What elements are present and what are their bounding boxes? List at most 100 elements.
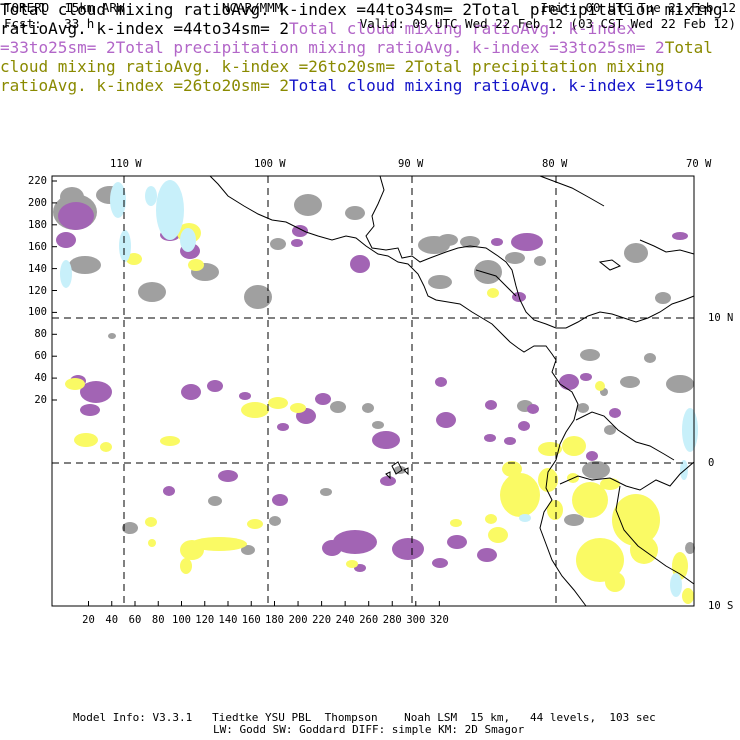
yellow-cloud-area [538,468,558,492]
coastline-hispaniola [639,239,695,255]
gray-cloud-area [345,206,365,220]
gray-cloud-area [270,238,286,250]
valid-time: Valid: 09 UTC Wed 22 Feb 12 (03 CST Wed … [359,16,736,31]
purple-cloud-area [477,548,497,562]
legend-to: to [202,19,222,38]
top-lon-label: 70 W [686,158,712,170]
coastline-jamaica [598,259,622,271]
purple-cloud-area [56,232,76,248]
legend-stat: Avg. k-index = [423,38,559,57]
purple-cloud-area [609,408,621,418]
coastline-mexico [209,175,557,361]
purple-cloud-area [58,202,94,230]
purple-cloud-area [672,232,688,240]
x-tick-label: 220 [312,614,332,626]
purple-cloud-area [291,239,303,247]
yellow-cloud-area [595,381,605,391]
purple-cloud-area [181,384,201,400]
border-south-america-3 [615,485,695,585]
legend-hi: 25 [48,38,68,57]
legend-sm: sm= 2 [366,57,415,76]
purple-cloud-area [218,470,238,482]
physics-info: LW: Godd SW: Goddard DIFF: simple KM: 2D… [213,723,525,736]
legend-hi: 25 [597,38,617,57]
legend-sm: sm= 2 [240,76,289,95]
purple-cloud-area [350,255,370,273]
gray-cloud-area [624,243,648,263]
x-tick-label: 140 [218,614,238,626]
gray-cloud-area [534,256,546,266]
yellow-cloud-area [268,397,288,409]
yellow-cloud-area [126,253,142,265]
purple-cloud-area [392,538,424,560]
organization: NCAR/MMM [222,0,283,15]
coastline-yucatan [365,175,557,329]
legend-sm: sm= 2 [423,0,473,19]
gray-cloud-area [330,401,346,413]
purple-cloud-area [435,377,447,387]
legend-stat: Avg. k-index = [0,19,636,57]
gray-cloud-area [655,292,671,304]
gray-cloud-area [241,545,255,555]
gray-cloud-area [564,514,584,526]
gray-cloud-area [604,425,616,435]
purple-cloud-area [333,530,377,554]
gray-cloud-area [108,333,116,339]
gray-cloud-area [394,466,406,474]
legend-to: to [385,0,405,19]
x-tick-label: 120 [195,614,215,626]
coastline-colombia-ecuador-peru [539,359,587,607]
legend-hi: 20 [346,57,367,76]
gray-cloud-area [666,375,694,393]
legend-stat: Avg. k-index = [173,57,309,76]
yellow-cloud-area [485,514,497,524]
yellow-cloud-area [191,537,247,551]
legend-sm: sm= 2 [616,38,665,57]
yellow-cloud-area [612,494,660,546]
yellow-cloud-area [65,378,85,390]
cyan-cloud-area [145,186,157,206]
top-lon-label: 100 W [254,158,286,170]
gray-cloud-area [60,187,84,207]
gray-cloud-area [244,285,272,309]
legend-hi: 34 [221,19,241,38]
cyan-cloud-area [119,230,131,262]
legend-hi: 34 [404,0,424,19]
x-tick-label: 80 [151,614,165,626]
coastline-cuba [539,175,605,207]
gray-cloud-area [644,353,656,363]
purple-cloud-area [491,238,503,246]
gray-cloud-area [138,282,166,302]
forecast-hour: Fcst: 33 h [4,16,95,31]
top-lon-label: 90 W [398,158,424,170]
init-time: Init: 00 UTC Tue 21 Feb 12 [540,0,736,15]
purple-cloud-area [322,540,342,556]
yellow-cloud-area [188,259,204,271]
gray-cloud-area [428,275,452,289]
yellow-cloud-area [502,461,522,477]
x-tick-label: 320 [429,614,449,626]
yellow-cloud-area [682,588,694,604]
purple-cloud-area [277,423,289,431]
x-tick-label: 100 [172,614,191,626]
purple-cloud-area [315,393,331,405]
gray-cloud-area [269,516,281,526]
gray-cloud-area [577,403,589,413]
axis-ticks [52,180,440,606]
y-tick-label: 60 [34,350,47,363]
yellow-cloud-area [241,402,269,418]
legend-sm: sm= 2 [240,19,289,38]
purple-cloud-area [432,558,448,568]
x-tick-label: 60 [128,614,142,626]
yellow-cloud-area [74,433,98,447]
cyan-cloud-area [60,260,72,288]
legend-to: to [327,57,347,76]
legend-field: Total cloud mixing ratio [289,76,521,95]
gray-cloud-area [620,376,640,388]
x-tick-label: 200 [288,614,308,626]
gray-cloud-area [362,403,374,413]
y-tick-label: 100 [28,306,47,319]
y-tick-label: 20 [34,394,47,406]
yellow-cloud-area [605,572,625,592]
yellow-cloud-area [290,403,306,413]
